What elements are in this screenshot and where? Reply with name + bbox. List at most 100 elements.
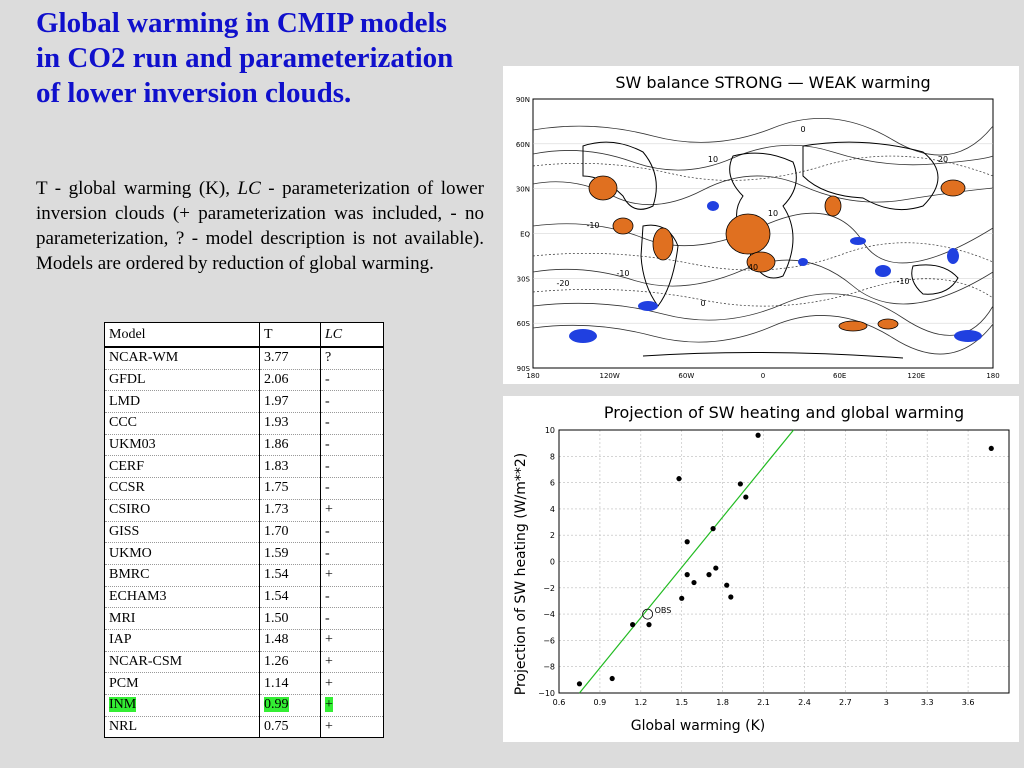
negative-contour-line	[532, 278, 994, 307]
cell-t-text: 3.77	[264, 350, 289, 366]
header-model: Model	[104, 322, 260, 348]
contour-line	[532, 293, 994, 336]
table-row: NCAR-CSM 1.26 +	[104, 651, 384, 674]
data-point	[737, 481, 743, 487]
y-tick-label: −2	[543, 584, 555, 593]
chart-title: Projection of SW heating and global warm…	[604, 403, 964, 422]
contour-value-label: -10	[616, 269, 629, 278]
cell-model-text: NCAR-CSM	[109, 653, 183, 669]
lon-label: 180	[526, 372, 539, 380]
cell-model-text: GFDL	[109, 372, 146, 388]
cell-t-text: 2.06	[264, 372, 289, 388]
cell-model: UKMO	[104, 542, 260, 565]
cell-model-text: UKMO	[109, 545, 152, 561]
header-t: T	[259, 322, 321, 348]
contour-line	[532, 315, 994, 355]
cell-t: 1.86	[259, 434, 321, 457]
cell-model-text: PCM	[109, 675, 139, 691]
lon-label: 0	[761, 372, 765, 380]
data-point	[755, 432, 761, 438]
positive-patch	[824, 195, 842, 217]
cell-t-text: 1.54	[264, 588, 289, 604]
cell-lc-text: +	[325, 632, 333, 648]
cell-lc: +	[320, 651, 384, 674]
positive-patch	[612, 217, 634, 235]
data-point	[988, 445, 994, 452]
cell-lc: +	[320, 564, 384, 587]
data-point	[576, 681, 583, 687]
x-tick-label: 2.7	[839, 698, 852, 707]
cell-t-text: 1.50	[264, 610, 289, 626]
cell-lc-text: +	[325, 653, 333, 669]
x-tick-label: 2.1	[757, 698, 770, 707]
cell-model: LMD	[104, 390, 260, 414]
contour-value-label: 20	[938, 155, 948, 164]
y-tick-label: 2	[550, 531, 555, 540]
lat-label: 30S	[517, 275, 531, 283]
cell-t: 1.83	[259, 455, 321, 479]
positive-patch	[838, 320, 868, 332]
negative-patch	[850, 237, 866, 245]
desc-part2: - parameterization of lower inversion cl…	[36, 178, 485, 274]
cell-t-text: 0.75	[264, 719, 289, 735]
x-axis-label: Global warming (K)	[631, 718, 766, 734]
cell-t-text: 1.93	[264, 415, 289, 431]
slide-description: T - global warming (K), LC - parameteriz…	[36, 176, 484, 276]
coastline	[642, 351, 904, 359]
cell-t-text: 1.75	[264, 480, 289, 496]
table-row: INM 0.99 +	[104, 694, 384, 717]
table-row: BMRC 1.54 +	[104, 564, 384, 587]
cell-model: NRL	[104, 716, 260, 739]
cell-lc: -	[320, 586, 384, 609]
cell-lc: -	[320, 477, 384, 500]
lat-label: 90S	[517, 365, 531, 373]
cell-model-text: BMRC	[109, 567, 150, 583]
coastline	[729, 152, 797, 279]
cell-model: NCAR-CSM	[104, 651, 260, 674]
y-tick-label: 4	[550, 505, 555, 514]
contour-value-label: -10	[586, 221, 599, 230]
cell-model: IAP	[104, 629, 260, 652]
obs-label: OBS	[655, 606, 672, 615]
negative-contour-line	[532, 155, 994, 181]
cell-lc-text: ?	[325, 350, 332, 366]
cell-lc: -	[320, 369, 384, 392]
cell-lc-text: +	[325, 675, 333, 691]
lon-label: 60W	[678, 372, 694, 380]
lat-label: 60S	[517, 320, 531, 328]
data-point	[724, 582, 730, 588]
cell-model-text: UKM03	[109, 437, 156, 453]
cell-model: CERF	[104, 455, 260, 479]
table-row: UKMO 1.59 -	[104, 542, 384, 565]
regression-line	[578, 429, 795, 694]
lat-label: 30N	[516, 186, 530, 194]
cell-model: CSIRO	[104, 499, 260, 522]
sw-balance-map: SW balance STRONG — WEAK warming 90N 60N 3…	[516, 73, 1000, 380]
scatter-panel: Projection of SW heating and global warm…	[503, 396, 1019, 742]
cell-t: 1.70	[259, 521, 321, 544]
cell-t-text: 1.48	[264, 632, 289, 648]
cell-t-text: 1.59	[264, 545, 289, 561]
cell-model: MRI	[104, 607, 260, 630]
cell-model-text: CCC	[109, 415, 138, 431]
cell-t: 1.50	[259, 607, 321, 630]
cell-lc-text: -	[325, 545, 330, 561]
cell-model-text: GISS	[109, 523, 140, 539]
contour-line	[532, 144, 994, 171]
x-tick-label: 2.4	[798, 698, 811, 707]
cell-lc-text: -	[325, 393, 330, 409]
desc-lc: LC	[237, 178, 261, 199]
map-title: SW balance STRONG — WEAK warming	[615, 73, 930, 92]
contour-line	[532, 118, 994, 156]
negative-patch	[875, 265, 891, 277]
data-point	[630, 622, 636, 628]
cell-t-text: 1.26	[264, 653, 289, 669]
cell-t-text: 1.14	[264, 675, 289, 691]
cell-t: 1.54	[259, 564, 321, 587]
desc-part1: T - global warming (K),	[36, 178, 238, 199]
coastline	[802, 141, 939, 211]
table-row: PCM 1.14 +	[104, 672, 384, 695]
cell-lc-text: +	[325, 502, 333, 518]
lon-label: 120E	[907, 372, 925, 380]
data-point	[684, 572, 690, 578]
